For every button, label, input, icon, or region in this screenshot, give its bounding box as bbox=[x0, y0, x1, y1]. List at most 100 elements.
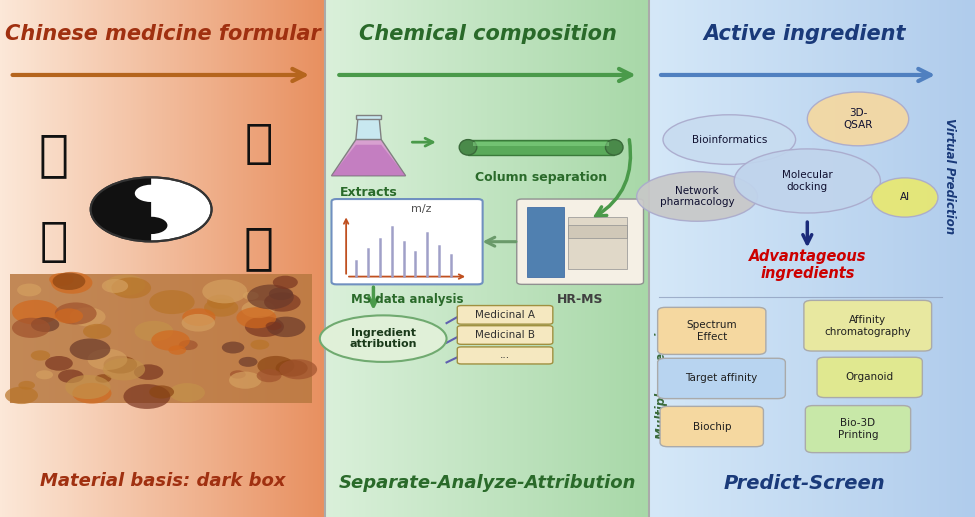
Circle shape bbox=[36, 370, 53, 379]
Text: Multiple screening: Multiple screening bbox=[654, 316, 668, 439]
Circle shape bbox=[91, 177, 212, 241]
Circle shape bbox=[178, 340, 198, 350]
FancyBboxPatch shape bbox=[817, 357, 922, 398]
Circle shape bbox=[72, 383, 111, 404]
Circle shape bbox=[134, 364, 163, 380]
Ellipse shape bbox=[459, 140, 477, 155]
Circle shape bbox=[65, 375, 110, 399]
Circle shape bbox=[204, 298, 238, 317]
Circle shape bbox=[51, 272, 93, 294]
Text: Separate-Analyze-Attribution: Separate-Analyze-Attribution bbox=[338, 475, 637, 492]
Text: 佐: 佐 bbox=[39, 220, 68, 266]
Ellipse shape bbox=[872, 178, 938, 217]
Circle shape bbox=[230, 370, 246, 378]
Circle shape bbox=[207, 295, 234, 309]
Circle shape bbox=[222, 342, 245, 354]
Circle shape bbox=[83, 324, 111, 339]
Text: 君: 君 bbox=[39, 131, 68, 179]
Circle shape bbox=[181, 314, 214, 331]
Circle shape bbox=[182, 308, 215, 326]
Polygon shape bbox=[332, 140, 406, 176]
Circle shape bbox=[276, 360, 308, 377]
Bar bbox=[473, 142, 609, 146]
Text: Chinese medicine formular: Chinese medicine formular bbox=[5, 24, 321, 43]
Text: Molecular
docking: Molecular docking bbox=[782, 170, 833, 192]
Ellipse shape bbox=[637, 172, 758, 221]
FancyBboxPatch shape bbox=[658, 307, 766, 355]
Circle shape bbox=[256, 369, 282, 382]
Circle shape bbox=[245, 316, 284, 337]
FancyBboxPatch shape bbox=[457, 306, 553, 324]
Circle shape bbox=[18, 283, 41, 296]
Text: Ingredient
attribution: Ingredient attribution bbox=[349, 328, 417, 349]
FancyBboxPatch shape bbox=[332, 199, 483, 284]
Text: MS data analysis: MS data analysis bbox=[351, 293, 463, 306]
Text: Column separation: Column separation bbox=[475, 171, 607, 184]
Circle shape bbox=[53, 272, 86, 290]
Circle shape bbox=[202, 280, 248, 303]
FancyBboxPatch shape bbox=[517, 199, 644, 284]
Circle shape bbox=[55, 302, 97, 325]
Circle shape bbox=[243, 292, 258, 300]
FancyBboxPatch shape bbox=[10, 274, 312, 403]
Text: Target affinity: Target affinity bbox=[685, 373, 758, 384]
Circle shape bbox=[273, 276, 297, 289]
Text: Organoid: Organoid bbox=[845, 372, 894, 383]
Circle shape bbox=[151, 330, 190, 351]
Circle shape bbox=[267, 316, 305, 337]
Circle shape bbox=[103, 356, 137, 374]
Circle shape bbox=[101, 279, 128, 293]
Circle shape bbox=[5, 387, 38, 404]
Bar bbox=[568, 225, 627, 238]
Text: Extracts: Extracts bbox=[339, 186, 398, 199]
Circle shape bbox=[58, 370, 84, 383]
Circle shape bbox=[124, 384, 171, 409]
Circle shape bbox=[45, 356, 73, 371]
FancyBboxPatch shape bbox=[660, 406, 763, 447]
Ellipse shape bbox=[605, 140, 623, 155]
Circle shape bbox=[149, 385, 175, 399]
Circle shape bbox=[135, 217, 168, 234]
Circle shape bbox=[111, 278, 151, 298]
Bar bbox=[356, 115, 381, 119]
Text: Bio-3D
Printing: Bio-3D Printing bbox=[838, 418, 878, 440]
Text: Active ingredient: Active ingredient bbox=[703, 24, 906, 43]
Bar bbox=[468, 140, 614, 155]
Text: m/z: m/z bbox=[410, 204, 432, 215]
Circle shape bbox=[265, 322, 282, 330]
Text: ...: ... bbox=[500, 351, 510, 360]
Bar bbox=[568, 217, 627, 269]
Circle shape bbox=[251, 340, 269, 349]
Circle shape bbox=[12, 300, 59, 325]
Circle shape bbox=[135, 185, 168, 202]
Circle shape bbox=[31, 317, 59, 332]
Text: Affinity
chromatography: Affinity chromatography bbox=[825, 315, 911, 337]
Circle shape bbox=[264, 292, 300, 312]
Circle shape bbox=[105, 275, 145, 296]
Text: Advantageous
ingredients: Advantageous ingredients bbox=[749, 249, 866, 281]
Circle shape bbox=[239, 357, 257, 367]
Circle shape bbox=[169, 383, 205, 402]
Circle shape bbox=[135, 321, 174, 341]
Circle shape bbox=[103, 358, 145, 381]
Circle shape bbox=[31, 351, 50, 361]
Text: Network
pharmacology: Network pharmacology bbox=[660, 186, 734, 207]
Circle shape bbox=[169, 345, 186, 355]
Circle shape bbox=[229, 372, 261, 389]
Text: 使: 使 bbox=[244, 224, 273, 272]
Text: 臣: 臣 bbox=[244, 122, 273, 168]
Ellipse shape bbox=[320, 315, 447, 362]
Circle shape bbox=[96, 374, 111, 383]
FancyBboxPatch shape bbox=[803, 300, 932, 351]
FancyBboxPatch shape bbox=[457, 326, 553, 344]
Circle shape bbox=[88, 349, 128, 370]
Polygon shape bbox=[332, 145, 406, 176]
Polygon shape bbox=[356, 119, 381, 140]
Wedge shape bbox=[151, 185, 168, 202]
Text: Chemical composition: Chemical composition bbox=[359, 24, 616, 43]
Text: Predict-Screen: Predict-Screen bbox=[723, 474, 885, 493]
FancyBboxPatch shape bbox=[658, 358, 786, 399]
FancyBboxPatch shape bbox=[805, 405, 911, 453]
Circle shape bbox=[236, 307, 276, 328]
FancyBboxPatch shape bbox=[457, 347, 553, 364]
